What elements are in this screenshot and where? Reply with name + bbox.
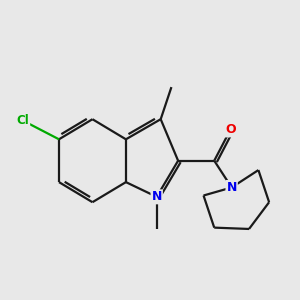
Text: N: N <box>226 181 237 194</box>
Text: Cl: Cl <box>16 114 29 127</box>
Text: N: N <box>152 190 162 203</box>
Text: O: O <box>225 123 236 136</box>
